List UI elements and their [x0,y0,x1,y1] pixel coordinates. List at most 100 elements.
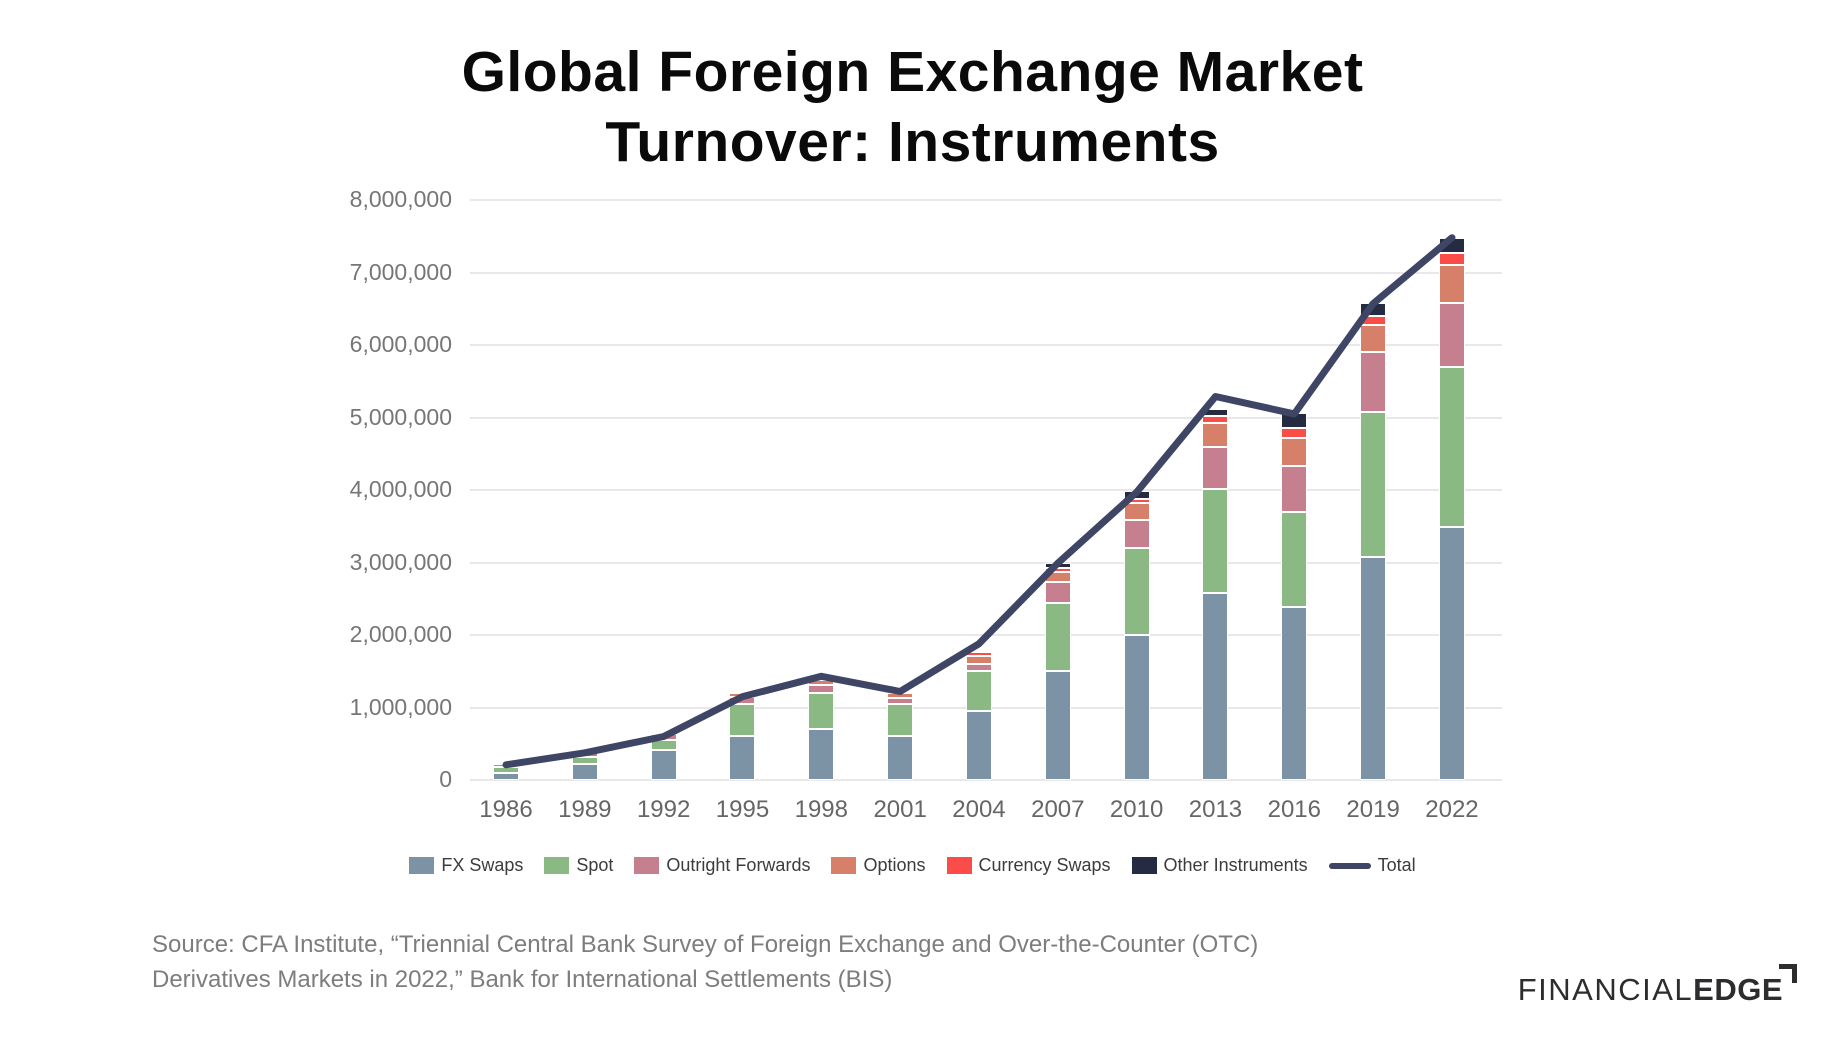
legend-swatch [1131,857,1157,874]
bar-segment-outright-forwards [887,698,914,704]
bar-segment-fx-swaps [1123,635,1150,780]
x-axis-label: 1998 [794,796,848,823]
bar-segment-spot [808,693,835,729]
bar-segment-spot [1360,411,1387,557]
bar-segment-outright-forwards [1202,447,1229,490]
bar-segment-outright-forwards [1360,351,1387,412]
legend-label: Spot [576,855,614,875]
gridline [470,634,1502,636]
y-axis-label: 4,000,000 [349,476,452,502]
legend-swatch [831,857,857,874]
bar-segment-other-instruments [1360,303,1387,316]
legend-item-outright-forwards: Outright Forwards [634,855,810,876]
source-line-1: Source: CFA Institute, “Triennial Centra… [152,931,1259,958]
bar-segment-outright-forwards [571,751,598,757]
bar-segment-fx-swaps [571,764,598,780]
legend-item-options: Options [831,855,926,876]
bar-segment-outright-forwards [1044,581,1071,604]
y-axis-label: 5,000,000 [349,403,452,430]
y-axis-label: 2,000,000 [349,621,452,647]
bar-segment-outright-forwards [650,733,677,740]
bar-segment-spot [1123,548,1150,635]
bar-segment-fx-swaps [965,711,992,780]
bar-segment-options [1360,325,1387,352]
bar-segment-options [1438,265,1465,304]
bar-segment-fx-swaps [1360,556,1387,780]
legend-item-other-instruments: Other Instruments [1131,855,1308,876]
x-axis-label: 2007 [1031,796,1085,823]
bar-segment-options [1281,437,1308,467]
legend-item-currency-swaps: Currency Swaps [946,855,1111,876]
bar-segment-currency-swaps [965,652,992,657]
source-note: Source: CFA Institute, “Triennial Centra… [152,928,1402,998]
bar-segment-currency-swaps [1438,252,1465,266]
legend-label: Outright Forwards [666,855,811,875]
gridline [470,416,1502,419]
legend-label: Other Instruments [1163,855,1308,875]
legend-label: FX Swaps [441,855,524,875]
bar-segment-spot [493,767,519,773]
legend-total-line-swatch [1328,862,1371,869]
x-axis-label: 1992 [636,796,691,823]
logo-text-bold: EDGE [1693,964,1797,1008]
legend-label: Total [1377,855,1416,875]
bar-segment-spot [1281,511,1308,607]
bar-segment-outright-forwards [1281,466,1308,512]
bar-segment-currency-swaps [1360,316,1387,326]
gridline [470,489,1502,491]
x-axis-label: 2001 [873,796,927,823]
legend-swatch [544,857,570,874]
legend-label: Options [863,855,926,875]
bar-segment-other-instruments [1202,409,1229,417]
bar-segment-spot [1202,489,1229,593]
bar-segment-fx-swaps [1202,592,1229,780]
bar-segment-spot [571,756,598,765]
bar-segment-fx-swaps [493,772,519,780]
bar-segment-spot [729,703,756,736]
logo-corner-bracket-icon [1779,964,1797,983]
bar-segment-options [1202,423,1229,448]
bar-segment-fx-swaps [1438,526,1465,780]
y-axis-label: 1,000,000 [349,693,452,720]
source-line-2: Derivatives Markets in 2022,” Bank for I… [152,965,893,993]
bar-segment-other-instruments [965,649,992,653]
x-axis-label: 2013 [1188,796,1243,823]
legend-item-spot: Spot [544,855,613,876]
y-axis-label: 6,000,000 [349,331,452,357]
x-axis-label: 1989 [558,796,612,823]
bar-segment-outright-forwards [808,684,835,694]
chart-title-text: Global Foreign Exchange Market Turnover:… [461,40,1364,174]
y-axis-label: 3,000,000 [349,548,452,575]
bar-segment-spot [650,739,677,750]
financial-edge-logo: FINANCIAL EDGE [1517,964,1797,1008]
y-axis-label: 7,000,000 [349,258,452,285]
legend-swatch [946,857,972,874]
x-axis-label: 2004 [952,796,1006,823]
gridline [470,344,1502,346]
gridline [470,561,1502,564]
y-axis-label: 0 [439,766,452,792]
bar-segment-options [965,656,992,664]
bar-segment-spot [965,670,992,712]
bar-segment-other-instruments [887,691,914,694]
bar-segment-fx-swaps [1044,670,1071,780]
bar-segment-options [1123,503,1150,520]
bar-segment-currency-swaps [1281,428,1308,438]
logo-text-thin: FINANCIAL [1517,972,1694,1007]
gridline [470,199,1502,201]
bar-segment-fx-swaps [729,735,756,780]
chart-title: Global Foreign Exchange Market Turnover:… [0,38,1825,177]
x-axis-label: 2022 [1425,796,1479,823]
y-axis-label: 8,000,000 [349,186,452,212]
legend-swatch [409,857,435,874]
gridline [470,271,1502,274]
bar-segment-outright-forwards [1438,303,1465,368]
x-axis-label: 1986 [479,796,533,823]
bar-segment-outright-forwards [729,697,756,704]
bar-segment-currency-swaps [1044,567,1071,572]
bar-segment-fx-swaps [650,749,677,780]
bar-segment-fx-swaps [808,728,835,780]
legend: FX Swaps Spot Outright Forwards Options Curr… [0,855,1825,876]
bar-segment-other-instruments [1123,491,1150,500]
bar-segment-options [887,693,914,699]
